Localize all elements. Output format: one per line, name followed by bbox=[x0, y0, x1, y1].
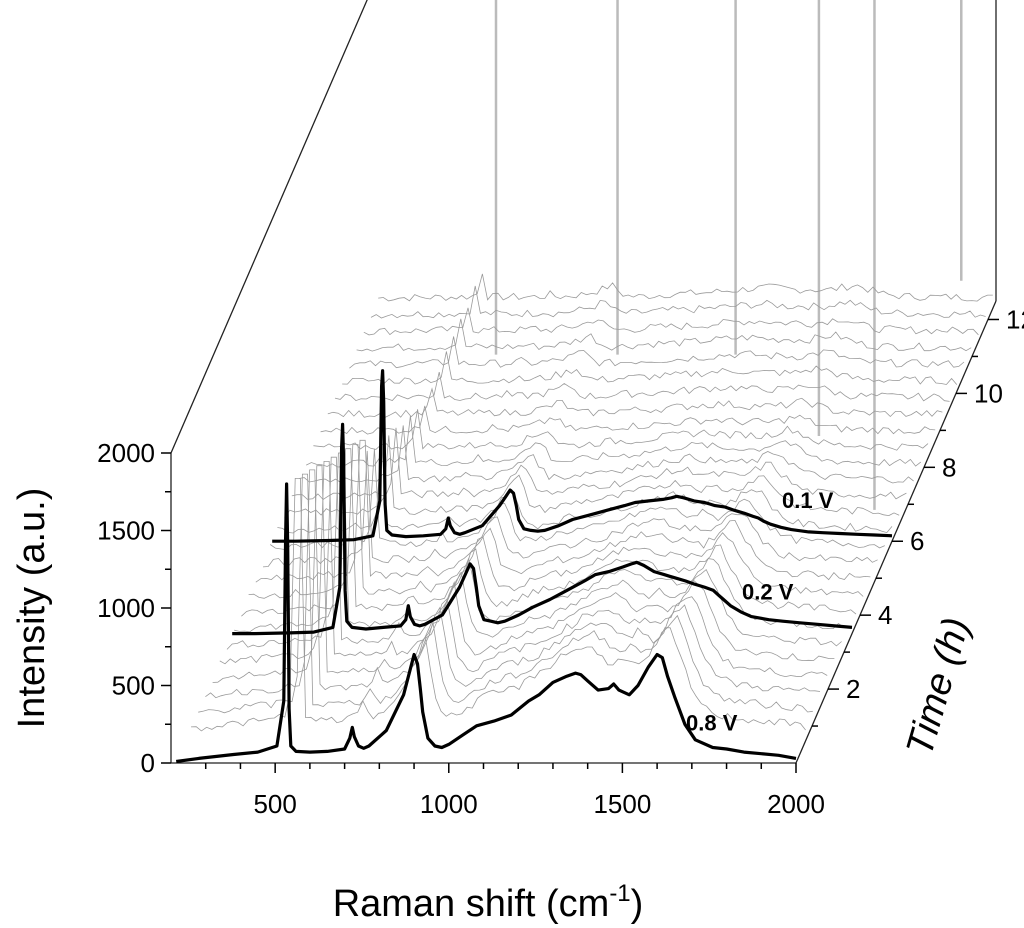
box-edge bbox=[795, 300, 997, 764]
x-axis-title-close: ) bbox=[631, 883, 644, 925]
background-spectrum bbox=[284, 435, 900, 518]
time-tick-label: 12 bbox=[1006, 304, 1024, 334]
background-spectrum bbox=[342, 351, 958, 385]
x-tick-label: 2000 bbox=[767, 789, 825, 819]
background-spectrum bbox=[226, 456, 842, 650]
background-spectrum bbox=[349, 336, 965, 369]
time-tick-label: 2 bbox=[846, 674, 860, 704]
time-tick-label: 8 bbox=[942, 452, 956, 482]
x-axis-title-main: Raman shift (cm bbox=[333, 883, 610, 925]
y-tick-label: 2000 bbox=[97, 438, 155, 468]
x-tick-label: 1500 bbox=[593, 789, 651, 819]
background-spectrum bbox=[205, 469, 821, 699]
background-spectrum bbox=[298, 425, 914, 484]
y-axis: 0 500 1000 1500 2000 bbox=[97, 438, 171, 778]
background-spectrum bbox=[327, 387, 943, 418]
series-line bbox=[272, 369, 893, 543]
background-spectrum bbox=[291, 427, 907, 501]
background-spectrum bbox=[370, 285, 986, 319]
background-spectrum bbox=[248, 444, 864, 599]
x-axis-title: Raman shift (cm-1) bbox=[333, 880, 644, 925]
background-spectrum bbox=[255, 439, 871, 583]
x-tick-label: 500 bbox=[253, 789, 296, 819]
x-axis: 500 1000 1500 2000 bbox=[204, 763, 825, 819]
series-labels: 0.1 V 0.2 V 0.8 V bbox=[686, 488, 834, 736]
series-label: 0.1 V bbox=[782, 488, 834, 513]
background-spectrum bbox=[262, 450, 878, 568]
y-axis-title: Intensity (a.u.) bbox=[11, 488, 53, 729]
time-tick-label: 4 bbox=[878, 600, 892, 630]
y-tick-label: 1000 bbox=[97, 593, 155, 623]
background-spectrum bbox=[320, 405, 936, 435]
time-tick-label: 6 bbox=[910, 526, 924, 556]
background-spectrum bbox=[306, 415, 922, 468]
background-spectrum bbox=[219, 461, 835, 665]
series-line bbox=[232, 422, 853, 636]
background-spectrum bbox=[190, 478, 806, 732]
y-tick-label: 0 bbox=[141, 748, 155, 778]
background-spectrum bbox=[356, 318, 972, 352]
background-spectrum bbox=[334, 372, 950, 402]
series-line bbox=[175, 482, 797, 764]
box-edge bbox=[170, 0, 368, 454]
background-spectrum bbox=[378, 273, 993, 302]
y-tick-label: 1500 bbox=[97, 516, 155, 546]
background-spectrum bbox=[212, 465, 828, 683]
background-spectrum bbox=[363, 307, 979, 336]
background-spectra bbox=[190, 273, 993, 732]
time-tick-label: 10 bbox=[974, 378, 1003, 408]
x-tick-label: 1000 bbox=[420, 789, 478, 819]
background-spectrum bbox=[313, 409, 929, 451]
background-spectrum bbox=[269, 448, 885, 551]
time-axis-title: Time (h) bbox=[899, 613, 978, 760]
back-wall-drop-lines bbox=[494, 0, 963, 510]
x-axis-title-sup: -1 bbox=[609, 880, 630, 907]
series-label: 0.2 V bbox=[742, 579, 794, 604]
spectra-layer bbox=[175, 273, 993, 764]
time-axis: 2 4 6 8 10 12 bbox=[812, 304, 1024, 727]
y-tick-label: 500 bbox=[112, 671, 155, 701]
series-label: 0.8 V bbox=[686, 710, 738, 735]
